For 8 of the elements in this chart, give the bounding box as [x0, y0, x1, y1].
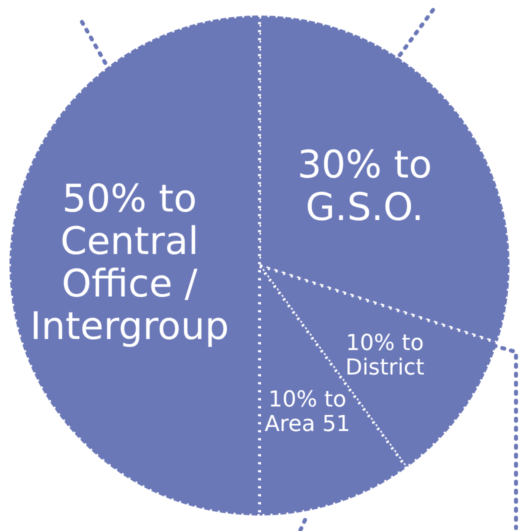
data-label: 50% to: [62, 176, 197, 221]
data-label: 10% to: [346, 331, 424, 356]
slice-label: Central Office / Intergroup: [30, 219, 229, 348]
slice-label: District: [345, 356, 425, 381]
slice-label: G.S.O.: [306, 185, 424, 230]
slice-label: Area 51: [264, 412, 350, 437]
data-label: 30% to: [297, 142, 432, 187]
data-label: 10% to: [268, 387, 346, 412]
